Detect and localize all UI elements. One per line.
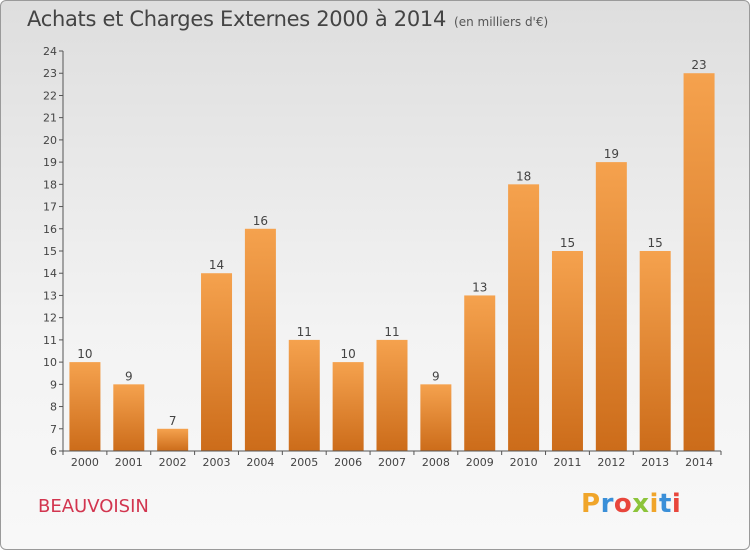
y-tick-label: 17 [43,201,57,214]
x-tick-label: 2014 [685,456,713,469]
y-tick-label: 6 [50,445,57,458]
bar-2010 [508,184,540,452]
y-tick-label: 12 [43,312,57,325]
y-tick-label: 10 [43,356,57,369]
bar-value-label: 11 [384,325,399,339]
x-tick-label: 2012 [597,456,625,469]
bar-value-label: 9 [432,369,440,383]
bar-2001 [113,384,145,451]
bar-2012 [595,162,627,451]
y-axis: 6 7 8 9 10 11 12 13 14 15 16 17 18 19 20 21 22 23 24 [43,45,64,458]
y-tick-label: 7 [50,423,57,436]
logo-letter: o [613,489,633,519]
y-tick-label: 8 [50,401,57,414]
logo-letter: i [671,489,682,519]
location-label: BEAUVOISIN [38,496,149,517]
y-tick-label: 18 [43,178,57,191]
x-axis: 2000 2001 2002 2003 2004 2005 2006 2007 2008 2009… [62,450,722,469]
bar-value-label: 19 [604,147,619,161]
bar-value-label: 10 [77,347,92,361]
y-tick-label: 14 [43,267,57,280]
x-tick-label: 2006 [334,456,362,469]
bar-2005 [288,339,320,451]
y-tick-label: 19 [43,156,57,169]
chart-title-text: Achats et Charges Externes 2000 à 2014 [27,7,447,31]
logo-letter: i [649,489,659,519]
bar-value-label: 23 [691,58,706,72]
bar-2009 [464,295,496,451]
bar-value-label: 10 [340,347,355,361]
x-tick-label: 2003 [203,456,231,469]
bar-value-label: 13 [472,280,487,294]
bar-2008 [420,384,452,451]
bar-2006 [332,362,364,451]
y-tick-label: 9 [50,378,57,391]
x-tick-label: 2011 [553,456,581,469]
y-tick-label: 13 [43,289,57,302]
chart-subtitle: (en milliers d'€) [454,15,549,29]
bar-2007 [376,339,408,451]
proxiti-logo: Proxiti [581,489,681,519]
x-tick-label: 2013 [641,456,669,469]
bar-value-label: 14 [209,258,224,272]
bars: 10 9 7 14 16 11 10 11 9 13 18 15 19 15 23 [69,58,715,452]
bar-value-label: 11 [297,325,312,339]
logo-letter: P [581,489,601,519]
x-tick-label: 2000 [71,456,99,469]
y-tick-label: 22 [43,89,57,102]
x-tick-label: 2010 [510,456,538,469]
y-tick-label: 24 [43,45,57,58]
x-tick-label: 2004 [246,456,274,469]
bar-value-label: 7 [169,414,177,428]
bar-2013 [639,251,671,451]
bar-2011 [551,251,583,451]
y-tick-label: 20 [43,134,57,147]
logo-letter: x [632,489,650,519]
bar-value-label: 16 [253,214,268,228]
y-tick-label: 16 [43,223,57,236]
y-tick-label: 15 [43,245,57,258]
x-tick-label: 2007 [378,456,406,469]
bar-value-label: 18 [516,169,531,183]
bar-value-label: 15 [648,236,663,250]
bar-value-label: 9 [125,369,133,383]
x-tick-label: 2001 [115,456,143,469]
bar-value-label: 15 [560,236,575,250]
bar-2003 [201,273,233,451]
x-tick-label: 2008 [422,456,450,469]
bar-2002 [157,428,189,451]
bar-2014 [683,73,715,451]
logo-letter: t [658,489,672,519]
y-tick-label: 23 [43,67,57,80]
chart-title: Achats et Charges Externes 2000 à 2014 (e… [27,7,548,31]
logo-letter: r [600,489,614,519]
bar-2000 [69,362,101,451]
x-tick-label: 2009 [466,456,494,469]
x-tick-label: 2005 [290,456,318,469]
bar-2004 [244,228,276,451]
y-tick-label: 21 [43,112,57,125]
x-tick-label: 2002 [159,456,187,469]
y-tick-label: 11 [43,334,57,347]
